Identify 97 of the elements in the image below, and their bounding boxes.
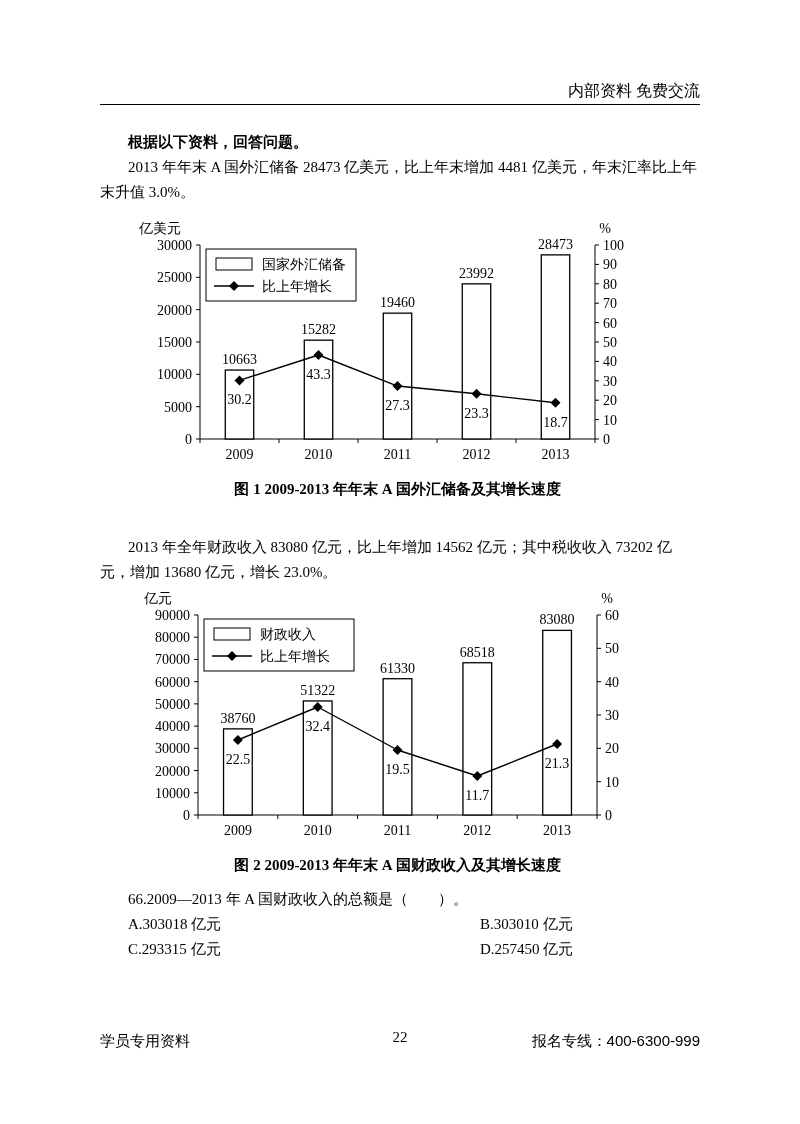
x-tick-label: 2011 — [383, 823, 412, 838]
y2-tick-label: 0 — [605, 808, 612, 823]
x-tick-label: 2011 — [383, 447, 412, 462]
y-tick-label: 10000 — [157, 367, 192, 383]
text: 66.2009—2013 年 A 国财政收入的总额是（ ）。 — [128, 890, 469, 909]
data-label: 23992 — [459, 265, 494, 281]
point — [232, 735, 243, 745]
y2-tick-label: 0 — [603, 432, 610, 447]
y2-tick-label: 80 — [603, 276, 617, 292]
y-tick-label: 90000 — [155, 608, 190, 623]
point — [472, 771, 483, 781]
x-tick-label: 2012 — [463, 823, 492, 838]
y-tick-label: 30000 — [157, 238, 192, 253]
text: A.303018 亿元 — [128, 915, 223, 934]
y-tick-label: 30000 — [155, 741, 190, 757]
y2-tick-label: 10 — [603, 412, 617, 428]
legend-label: 比上年增长 — [262, 278, 332, 294]
y2-tick-label: 30 — [603, 373, 617, 389]
data-label: 23.3 — [464, 405, 489, 421]
text: 22 — [391, 1028, 409, 1047]
text: 2013 年全年财政收入 83080 亿元，比上年增加 14562 亿元；其中税收收入 73202 亿元，增加 13680 亿元，增长 23.0%。 — [100, 538, 673, 582]
y2-tick-label: 60 — [605, 608, 619, 623]
y2-axis-title: % — [599, 221, 612, 236]
text: 学员专用资料 — [100, 1031, 191, 1051]
y2-tick-label: 30 — [605, 708, 619, 723]
y2-tick-label: 20 — [605, 741, 619, 757]
y2-tick-label: 50 — [605, 641, 619, 657]
text: 图 2 2009-2013 年年末 A 国财政收入及其增长速度 — [234, 856, 561, 873]
y2-axis-title: % — [601, 591, 614, 606]
y2-tick-label: 40 — [603, 354, 617, 370]
data-label: 10663 — [222, 352, 257, 368]
x-tick-label: 2012 — [462, 447, 491, 462]
data-label: 28473 — [538, 236, 573, 252]
data-label: 83080 — [539, 612, 575, 628]
y2-tick-label: 50 — [603, 335, 617, 350]
x-tick-label: 2009 — [223, 823, 252, 838]
y-tick-label: 10000 — [155, 785, 190, 801]
data-label: 22.5 — [225, 752, 251, 767]
data-label: 43.3 — [306, 367, 331, 382]
y-tick-label: 20000 — [155, 763, 190, 779]
point — [550, 397, 561, 408]
point — [471, 388, 482, 399]
data-label: 38760 — [220, 710, 256, 726]
data-label: 61330 — [380, 660, 415, 676]
legend-label: 比上年增长 — [260, 648, 330, 664]
x-tick-label: 2010 — [303, 823, 332, 838]
data-label: 18.7 — [543, 414, 568, 430]
y-axis-title: 亿元 — [143, 591, 172, 606]
y-tick-label: 80000 — [155, 630, 190, 646]
text: 2013 年年末 A 国外汇储备 28473 亿美元，比上年末增加 4481 亿美元，年末汇率比上年末升值 3.0%。 — [100, 158, 698, 202]
data-label: 19460 — [380, 295, 415, 311]
y2-tick-label: 90 — [603, 257, 617, 273]
x-tick-label: 2013 — [541, 447, 570, 462]
text: D.257450 亿元 — [480, 940, 575, 959]
text: 内部资料 免费交流 — [566, 81, 700, 101]
text: C.293315 亿元 — [128, 940, 222, 959]
data-label: 11.7 — [465, 788, 490, 803]
point — [552, 739, 563, 749]
point — [392, 745, 403, 755]
data-label: 27.3 — [385, 398, 410, 414]
text: 图 1 2009-2013 年年末 A 国外汇储备及其增长速度 — [234, 480, 561, 497]
y2-tick-label: 70 — [603, 296, 617, 312]
point — [312, 702, 323, 712]
data-label: 51322 — [300, 682, 336, 698]
x-tick-label: 2009 — [225, 447, 254, 462]
text: 报名专线：400-6300-999 — [530, 1031, 700, 1051]
y-tick-label: 60000 — [155, 674, 190, 690]
y-tick-label: 0 — [183, 808, 190, 823]
data-label: 19.5 — [385, 762, 410, 777]
point — [392, 381, 403, 392]
y2-tick-label: 40 — [605, 674, 619, 690]
y-tick-label: 5000 — [164, 399, 192, 415]
y2-tick-label: 20 — [603, 393, 617, 409]
data-label: 68518 — [459, 644, 495, 660]
x-tick-label: 2013 — [543, 823, 572, 838]
data-label: 32.4 — [305, 719, 330, 734]
y-tick-label: 40000 — [155, 719, 190, 735]
data-label: 21.3 — [544, 756, 570, 771]
x-tick-label: 2010 — [304, 447, 333, 462]
data-label: 15282 — [301, 322, 336, 338]
legend-label: 国家外汇储备 — [262, 256, 346, 272]
text: B.303010 亿元 — [480, 915, 574, 934]
point — [313, 350, 324, 360]
legend-label: 财政收入 — [260, 626, 316, 642]
y-tick-label: 50000 — [155, 696, 190, 712]
y2-tick-label: 60 — [603, 315, 617, 331]
y-tick-label: 70000 — [155, 652, 190, 668]
y-tick-label: 20000 — [157, 302, 192, 318]
y-tick-label: 25000 — [157, 270, 192, 286]
y-axis-title: 亿美元 — [138, 221, 181, 236]
y-tick-label: 0 — [185, 432, 192, 447]
point — [234, 375, 245, 386]
text: 根据以下资料，回答问题。 — [128, 133, 309, 152]
y-tick-label: 15000 — [157, 335, 192, 350]
data-label: 30.2 — [227, 392, 252, 408]
y2-tick-label: 100 — [603, 238, 624, 253]
y2-tick-label: 10 — [605, 774, 619, 790]
